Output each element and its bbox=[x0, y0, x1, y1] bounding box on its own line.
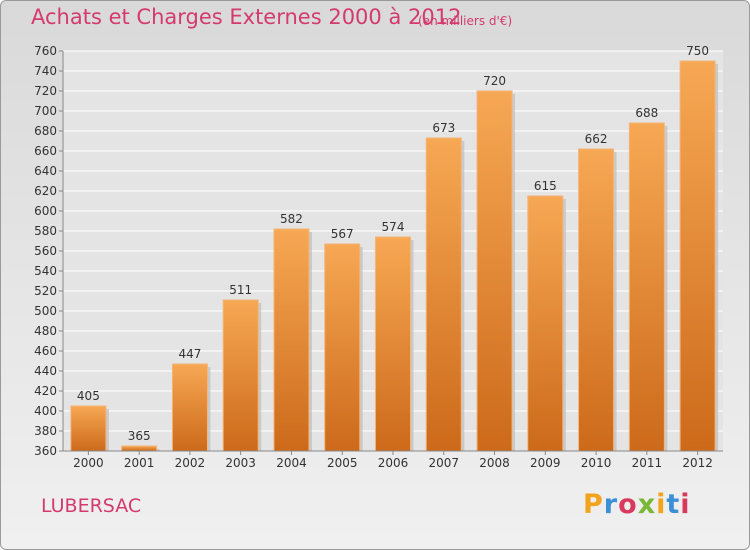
x-tick-label: 2007 bbox=[428, 456, 459, 470]
x-tick-label: 2002 bbox=[175, 456, 206, 470]
bar bbox=[171, 363, 208, 452]
y-tick-label: 400 bbox=[34, 404, 57, 418]
bar bbox=[273, 228, 310, 452]
x-tick-label: 2011 bbox=[632, 456, 663, 470]
y-tick-label: 720 bbox=[34, 84, 57, 98]
chart-unit: (en milliers d'€) bbox=[418, 14, 513, 28]
value-label: 511 bbox=[229, 283, 252, 297]
commune-name: LUBERSAC bbox=[41, 495, 142, 517]
value-label: 582 bbox=[280, 212, 303, 226]
value-label: 688 bbox=[635, 106, 658, 120]
chart-title: Achats et Charges Externes 2000 à 2012 bbox=[31, 5, 462, 29]
bar bbox=[628, 122, 665, 452]
x-tick-label: 2012 bbox=[682, 456, 713, 470]
logo-letter: i bbox=[680, 489, 691, 520]
y-tick-label: 460 bbox=[34, 344, 57, 358]
x-tick-label: 2009 bbox=[530, 456, 561, 470]
x-tick-label: 2004 bbox=[276, 456, 307, 470]
bar bbox=[527, 195, 564, 452]
bar bbox=[374, 236, 412, 452]
bar bbox=[476, 90, 513, 452]
y-tick-label: 600 bbox=[34, 204, 57, 218]
value-label: 720 bbox=[483, 74, 506, 88]
y-tick-label: 500 bbox=[34, 304, 57, 318]
value-label: 673 bbox=[432, 121, 455, 135]
x-tick-label: 2001 bbox=[124, 456, 155, 470]
logo-letter: t bbox=[666, 489, 681, 520]
value-label: 615 bbox=[534, 179, 557, 193]
bars bbox=[70, 60, 719, 452]
x-tick-label: 2000 bbox=[73, 456, 104, 470]
logo-letter: r bbox=[603, 489, 619, 520]
bar bbox=[679, 60, 716, 452]
logo-letter: i bbox=[656, 489, 667, 520]
x-tick-label: 2010 bbox=[581, 456, 612, 470]
y-tick-label: 680 bbox=[34, 124, 57, 138]
y-tick-label: 420 bbox=[34, 384, 57, 398]
value-label: 750 bbox=[686, 44, 709, 58]
y-tick-label: 620 bbox=[34, 184, 57, 198]
y-tick-label: 440 bbox=[34, 364, 57, 378]
y-tick-label: 580 bbox=[34, 224, 57, 238]
logo-letter: P bbox=[583, 489, 604, 520]
y-tick-label: 560 bbox=[34, 244, 57, 258]
value-label: 447 bbox=[178, 347, 201, 361]
y-tick-label: 660 bbox=[34, 144, 57, 158]
x-tick-label: 2008 bbox=[479, 456, 510, 470]
y-tick-label: 760 bbox=[34, 44, 57, 58]
value-label: 574 bbox=[382, 220, 405, 234]
logo-letter: o bbox=[618, 489, 638, 520]
bar bbox=[578, 148, 615, 452]
value-label: 365 bbox=[128, 429, 151, 443]
y-tick-label: 480 bbox=[34, 324, 57, 338]
y-tick-label: 640 bbox=[34, 164, 57, 178]
y-tick-label: 520 bbox=[34, 284, 57, 298]
x-tick-label: 2005 bbox=[327, 456, 358, 470]
bar bbox=[222, 299, 259, 452]
value-label: 405 bbox=[77, 389, 100, 403]
y-tick-label: 700 bbox=[34, 104, 57, 118]
x-tick-label: 2003 bbox=[225, 456, 256, 470]
logo-letter: x bbox=[637, 489, 657, 520]
bar bbox=[324, 243, 361, 452]
bar bbox=[425, 137, 462, 452]
labels: 360 380 400 420 440 460 480 500 520 540 560 580 600 6… bbox=[34, 44, 713, 470]
y-tick-label: 540 bbox=[34, 264, 57, 278]
value-label: 662 bbox=[585, 132, 608, 146]
value-label: 567 bbox=[331, 227, 354, 241]
y-tick-label: 360 bbox=[34, 444, 57, 458]
bar bbox=[70, 405, 107, 452]
axes bbox=[59, 50, 723, 455]
bar bbox=[121, 445, 158, 452]
x-tick-label: 2006 bbox=[378, 456, 409, 470]
y-tick-label: 380 bbox=[34, 424, 57, 438]
y-tick-label: 740 bbox=[34, 64, 57, 78]
proxiti-logo: Proxiti bbox=[583, 489, 691, 520]
